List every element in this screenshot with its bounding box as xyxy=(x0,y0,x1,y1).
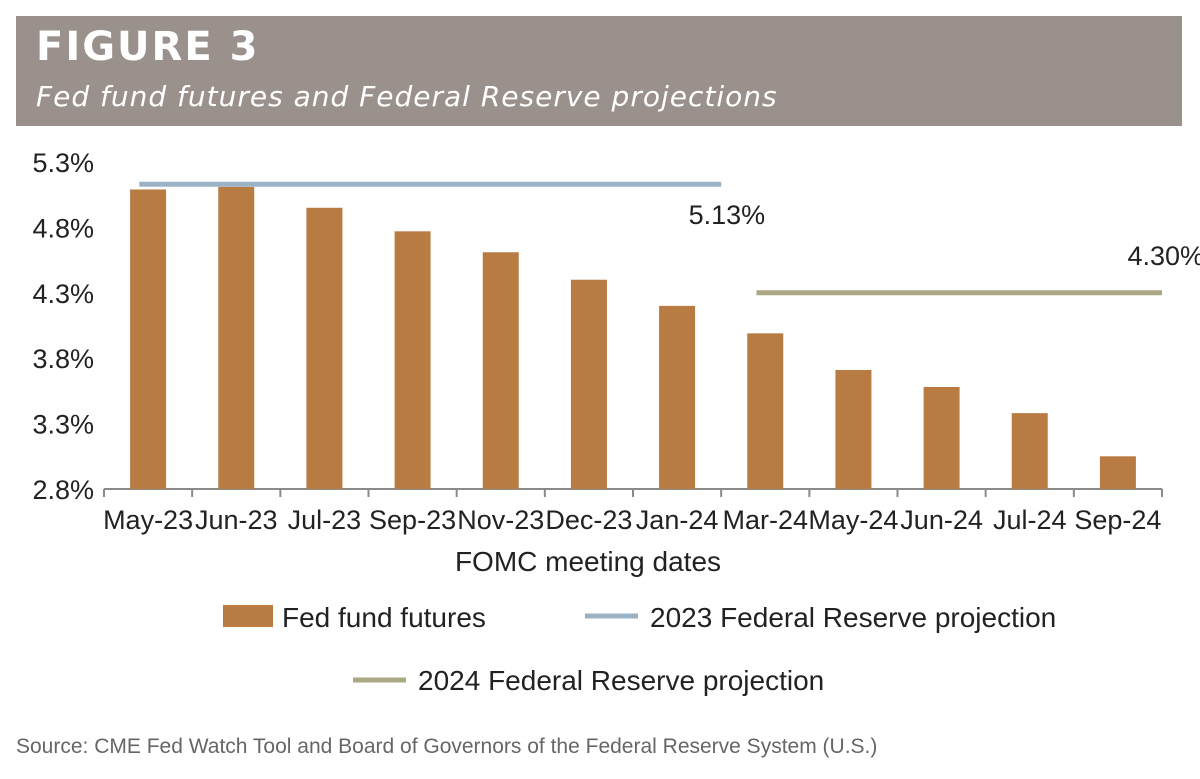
figure-label: FIGURE 3 xyxy=(36,24,260,70)
bar-sep-24 xyxy=(1099,456,1136,489)
bar-jun-24 xyxy=(923,386,960,489)
y-tick-label: 2.8% xyxy=(32,475,94,505)
legend-label-futures: Fed fund futures xyxy=(282,602,486,633)
bar-jun-23 xyxy=(218,186,255,490)
figure-title: Fed fund futures and Federal Reserve pro… xyxy=(36,80,778,113)
x-tick-label: Mar-24 xyxy=(722,505,808,535)
source-note: Source: CME Fed Watch Tool and Board of … xyxy=(16,735,878,758)
bar-may-24 xyxy=(835,369,872,489)
x-tick-label: May-23 xyxy=(103,505,193,535)
x-tick-label: Jun-24 xyxy=(900,505,983,535)
legend-label-2023: 2023 Federal Reserve projection xyxy=(650,602,1056,633)
bar-jul-23 xyxy=(306,207,343,489)
x-tick-label: Jul-23 xyxy=(288,505,362,535)
y-tick-label: 4.8% xyxy=(32,213,94,243)
figure-header: FIGURE 3 Fed fund futures and Federal Re… xyxy=(16,16,1182,126)
x-tick-label: Jul-24 xyxy=(993,505,1067,535)
y-tick-label: 4.3% xyxy=(32,279,94,309)
bar-may-23 xyxy=(130,189,167,489)
legend-swatch-futures xyxy=(223,605,273,627)
projection-label-1: 5.13% xyxy=(689,200,766,230)
bar-sep-23 xyxy=(394,231,431,489)
x-tick-label: Sep-24 xyxy=(1074,505,1161,535)
x-tick-label: Nov-23 xyxy=(457,505,544,535)
x-axis-title: FOMC meeting dates xyxy=(455,546,721,577)
y-tick-label: 5.3% xyxy=(32,148,94,178)
projection-label-2: 4.30% xyxy=(1127,241,1200,271)
y-tick-label: 3.3% xyxy=(32,410,94,440)
x-tick-label: May-24 xyxy=(808,505,898,535)
bar-mar-24 xyxy=(747,333,784,489)
y-tick-label: 3.8% xyxy=(32,344,94,374)
bar-nov-23 xyxy=(482,252,519,489)
x-tick-label: Jan-24 xyxy=(636,505,719,535)
bar-jul-24 xyxy=(1011,413,1048,489)
x-tick-label: Dec-23 xyxy=(545,505,632,535)
bar-jan-24 xyxy=(659,305,696,489)
x-tick-label: Jun-23 xyxy=(195,505,278,535)
bar-dec-23 xyxy=(570,279,607,489)
legend-label-2024: 2024 Federal Reserve projection xyxy=(418,665,824,696)
x-tick-label: Sep-23 xyxy=(369,505,456,535)
